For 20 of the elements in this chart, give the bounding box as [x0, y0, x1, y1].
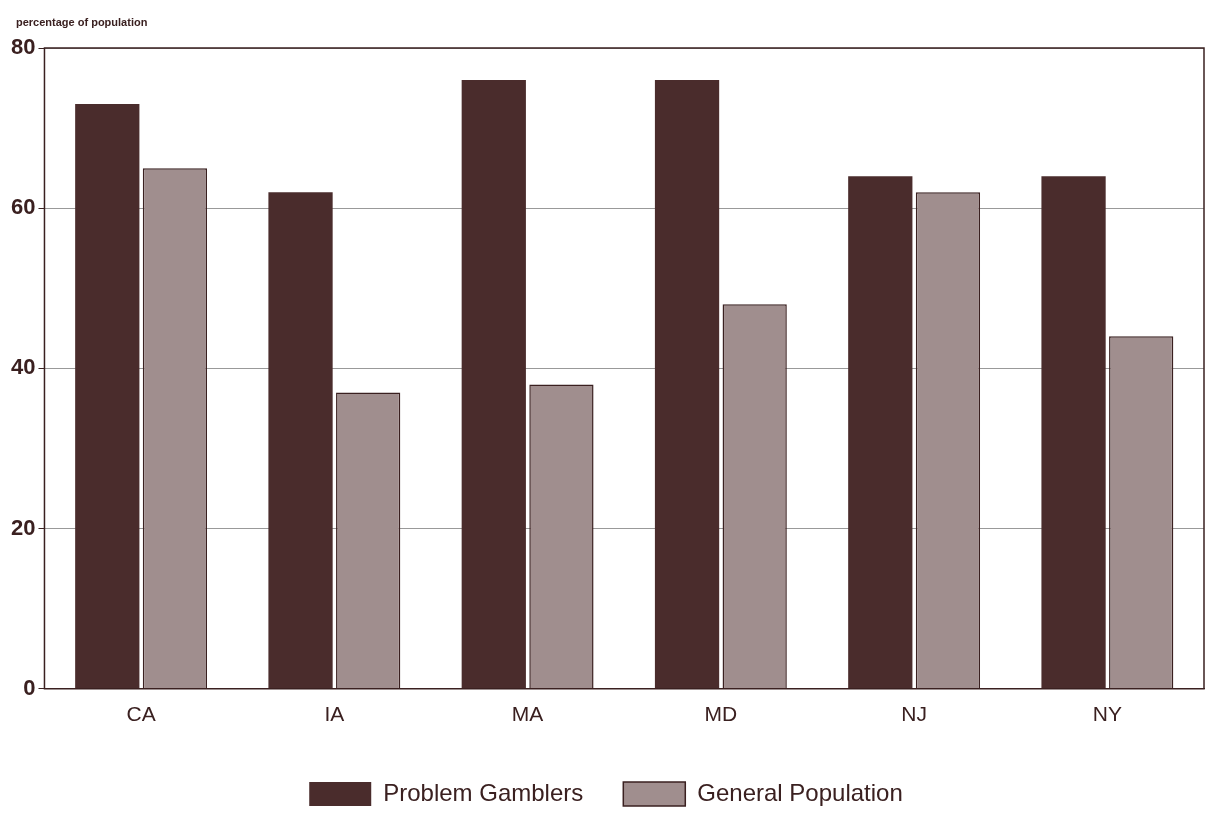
- y-tick-label: 20: [10, 514, 36, 540]
- y-tick-label: 60: [10, 194, 36, 220]
- x-tick-label: NJ: [901, 702, 927, 726]
- x-tick-label: MA: [511, 702, 544, 726]
- y-tick-label: 0: [23, 674, 36, 700]
- y-axis-title: percentage of population: [16, 15, 148, 28]
- bar: [268, 192, 333, 689]
- bar: [461, 80, 526, 689]
- bar: [75, 104, 140, 689]
- x-tick-label: IA: [324, 702, 345, 726]
- bar: [848, 176, 913, 689]
- x-tick-label: NY: [1092, 702, 1122, 726]
- legend-label: Problem Gamblers: [383, 778, 584, 806]
- legend-label: General Population: [697, 778, 903, 806]
- y-tick-label: 40: [10, 354, 36, 380]
- bar: [654, 80, 720, 689]
- x-tick-label: MD: [704, 702, 738, 726]
- y-tick-label: 80: [10, 34, 36, 60]
- bar: [1041, 176, 1106, 689]
- x-tick-label: CA: [126, 702, 156, 726]
